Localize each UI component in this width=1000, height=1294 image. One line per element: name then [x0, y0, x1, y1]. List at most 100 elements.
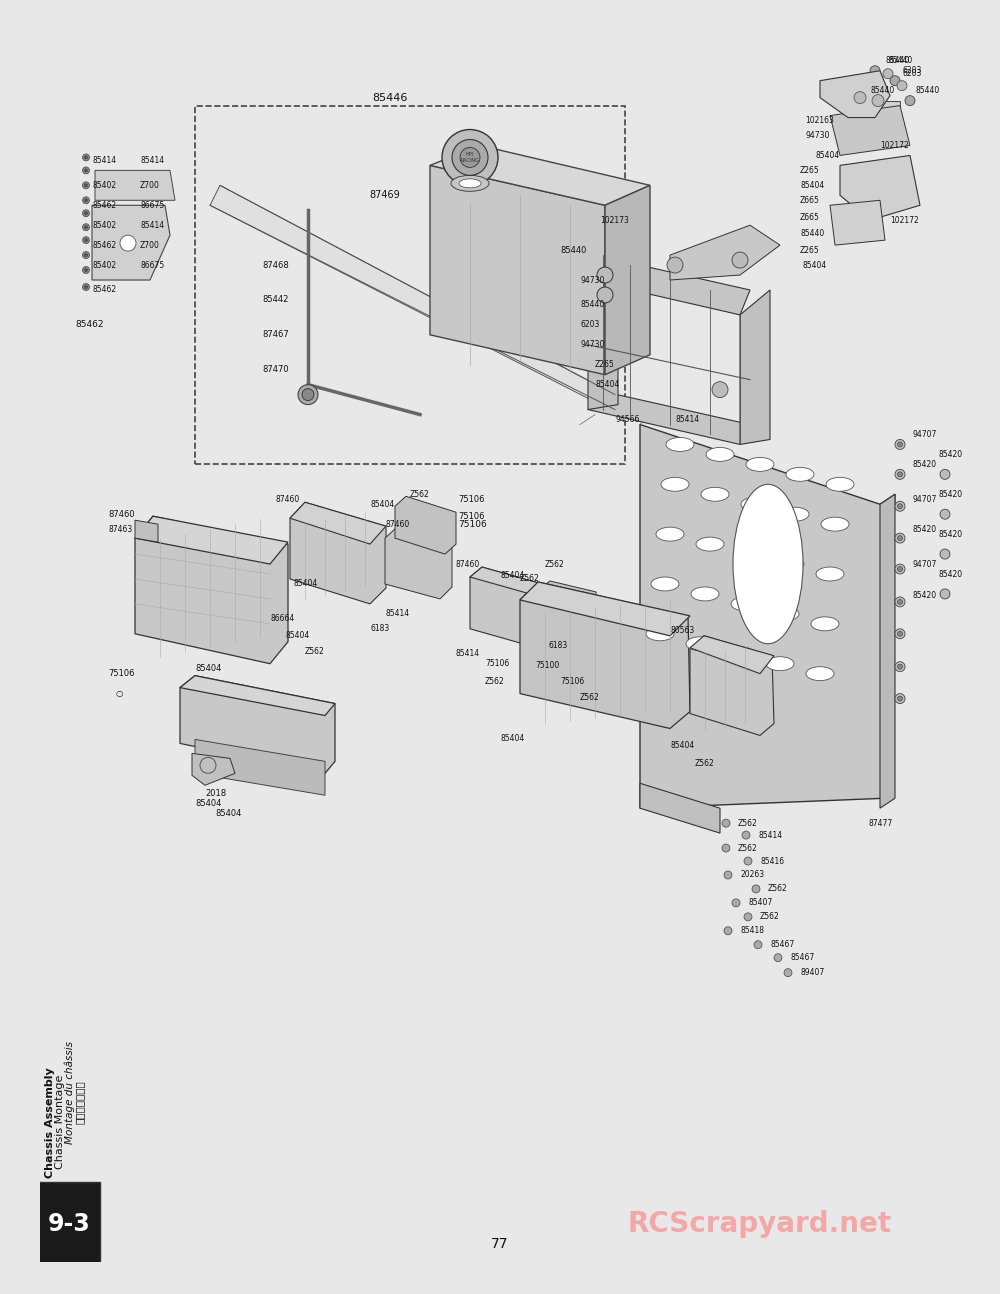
Text: 75106: 75106 [560, 677, 584, 686]
Polygon shape [605, 185, 650, 375]
Circle shape [442, 129, 498, 185]
Text: 77: 77 [491, 1237, 509, 1251]
Polygon shape [192, 753, 235, 785]
Text: 6203: 6203 [580, 321, 599, 330]
Circle shape [82, 167, 90, 173]
Circle shape [667, 258, 683, 273]
Circle shape [82, 237, 90, 243]
Circle shape [84, 199, 88, 202]
Circle shape [84, 212, 88, 215]
Text: Z700: Z700 [140, 181, 160, 190]
Circle shape [883, 69, 893, 79]
Polygon shape [830, 106, 910, 155]
Text: 85414: 85414 [758, 831, 782, 840]
Ellipse shape [731, 597, 759, 611]
Text: 85414: 85414 [140, 221, 164, 230]
Text: 85420: 85420 [912, 524, 936, 533]
Text: 87469: 87469 [370, 190, 400, 201]
Text: Z562: Z562 [738, 819, 758, 828]
Ellipse shape [771, 607, 799, 621]
Text: 85440: 85440 [885, 56, 909, 65]
Circle shape [940, 589, 950, 599]
Circle shape [784, 969, 792, 977]
Circle shape [905, 96, 915, 106]
Text: 85462: 85462 [92, 286, 116, 295]
Polygon shape [290, 502, 386, 604]
Text: Z562: Z562 [695, 758, 715, 767]
Circle shape [754, 941, 762, 949]
Circle shape [712, 382, 728, 397]
Polygon shape [470, 567, 542, 646]
Circle shape [898, 443, 903, 446]
Text: 85440: 85440 [800, 229, 824, 238]
Text: 6183: 6183 [548, 642, 567, 651]
Polygon shape [640, 783, 720, 833]
Polygon shape [540, 581, 596, 635]
Polygon shape [180, 675, 335, 774]
Ellipse shape [691, 587, 719, 600]
Circle shape [890, 76, 900, 85]
Text: Z265: Z265 [800, 246, 820, 255]
Text: 85420: 85420 [912, 459, 936, 468]
Text: 102173: 102173 [600, 216, 629, 225]
Text: 85440: 85440 [888, 56, 912, 65]
Bar [38, 1181, 100, 1264]
Polygon shape [840, 155, 920, 220]
Text: 94707: 94707 [912, 430, 936, 439]
Text: 85462: 85462 [92, 201, 116, 210]
Text: 85404: 85404 [370, 499, 394, 509]
Text: 85404: 85404 [293, 580, 317, 589]
Text: 85404: 85404 [215, 809, 241, 818]
Circle shape [84, 157, 88, 159]
Polygon shape [470, 567, 542, 594]
Ellipse shape [821, 518, 849, 531]
Ellipse shape [746, 457, 774, 471]
Text: 85404: 85404 [500, 734, 524, 743]
Circle shape [460, 148, 480, 167]
Text: 87460: 87460 [385, 520, 409, 529]
Text: 87477: 87477 [868, 819, 892, 828]
Text: 20263: 20263 [740, 871, 764, 880]
Text: 86675: 86675 [140, 201, 164, 210]
Text: 75106: 75106 [458, 511, 485, 520]
Circle shape [897, 80, 907, 91]
Text: 87460: 87460 [275, 494, 299, 503]
Circle shape [732, 252, 748, 268]
Ellipse shape [656, 527, 684, 541]
Polygon shape [820, 71, 890, 118]
Text: Z562: Z562 [580, 694, 600, 703]
Circle shape [452, 140, 488, 176]
Text: RCScrapyard.net: RCScrapyard.net [628, 1210, 892, 1238]
Polygon shape [195, 739, 325, 796]
Polygon shape [740, 290, 770, 444]
Text: 94730: 94730 [580, 276, 604, 285]
Circle shape [120, 236, 136, 251]
Circle shape [895, 629, 905, 639]
Text: Z562: Z562 [545, 559, 565, 568]
Circle shape [742, 831, 750, 839]
Ellipse shape [816, 567, 844, 581]
Text: 85420: 85420 [912, 591, 936, 600]
Text: 80563: 80563 [670, 626, 694, 635]
Circle shape [84, 225, 88, 229]
Text: 9-3: 9-3 [48, 1211, 90, 1236]
Circle shape [895, 597, 905, 607]
Circle shape [895, 661, 905, 672]
Circle shape [898, 503, 903, 509]
Circle shape [732, 899, 740, 907]
Text: 102172: 102172 [880, 141, 909, 150]
Circle shape [898, 599, 903, 604]
Text: 85404: 85404 [285, 631, 309, 641]
Polygon shape [135, 516, 288, 564]
Text: Chassis Montage: Chassis Montage [55, 1075, 65, 1170]
Text: 85467: 85467 [770, 941, 794, 950]
Circle shape [895, 440, 905, 449]
Circle shape [898, 696, 903, 701]
Circle shape [724, 927, 732, 934]
Text: 94707: 94707 [912, 494, 936, 503]
Circle shape [744, 857, 752, 864]
Text: 85404: 85404 [670, 741, 694, 751]
Text: 75106: 75106 [108, 669, 134, 678]
Text: Z265: Z265 [595, 360, 615, 369]
Text: Z562: Z562 [768, 884, 788, 893]
